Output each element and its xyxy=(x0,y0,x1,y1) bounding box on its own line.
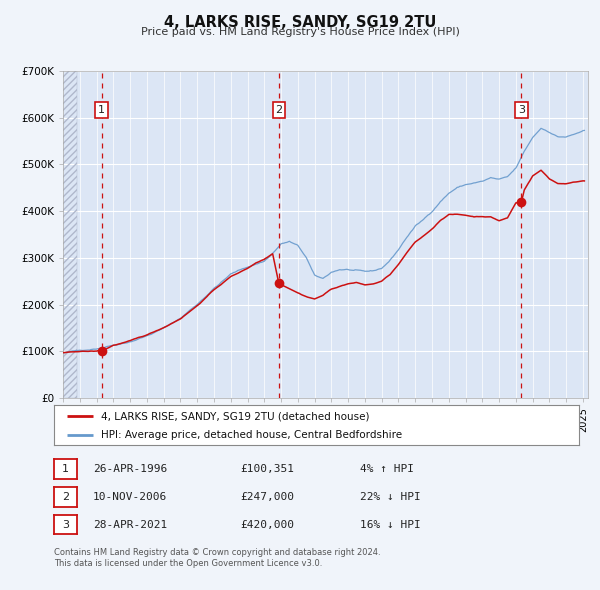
Text: 4, LARKS RISE, SANDY, SG19 2TU (detached house): 4, LARKS RISE, SANDY, SG19 2TU (detached… xyxy=(101,411,370,421)
Text: 1: 1 xyxy=(98,105,105,115)
Text: 22% ↓ HPI: 22% ↓ HPI xyxy=(360,492,421,502)
Text: 3: 3 xyxy=(62,520,69,529)
Text: Price paid vs. HM Land Registry's House Price Index (HPI): Price paid vs. HM Land Registry's House … xyxy=(140,27,460,37)
Text: 1: 1 xyxy=(62,464,69,474)
Text: £420,000: £420,000 xyxy=(240,520,294,529)
Text: £100,351: £100,351 xyxy=(240,464,294,474)
Text: £247,000: £247,000 xyxy=(240,492,294,502)
Text: Contains HM Land Registry data © Crown copyright and database right 2024.
This d: Contains HM Land Registry data © Crown c… xyxy=(54,548,380,568)
Text: 2: 2 xyxy=(275,105,283,115)
Text: 16% ↓ HPI: 16% ↓ HPI xyxy=(360,520,421,529)
Text: 3: 3 xyxy=(518,105,525,115)
Text: 2: 2 xyxy=(62,492,69,502)
Text: 26-APR-1996: 26-APR-1996 xyxy=(93,464,167,474)
Text: 28-APR-2021: 28-APR-2021 xyxy=(93,520,167,529)
Text: 10-NOV-2006: 10-NOV-2006 xyxy=(93,492,167,502)
Text: HPI: Average price, detached house, Central Bedfordshire: HPI: Average price, detached house, Cent… xyxy=(101,431,403,440)
Text: 4, LARKS RISE, SANDY, SG19 2TU: 4, LARKS RISE, SANDY, SG19 2TU xyxy=(164,15,436,30)
Text: 4% ↑ HPI: 4% ↑ HPI xyxy=(360,464,414,474)
